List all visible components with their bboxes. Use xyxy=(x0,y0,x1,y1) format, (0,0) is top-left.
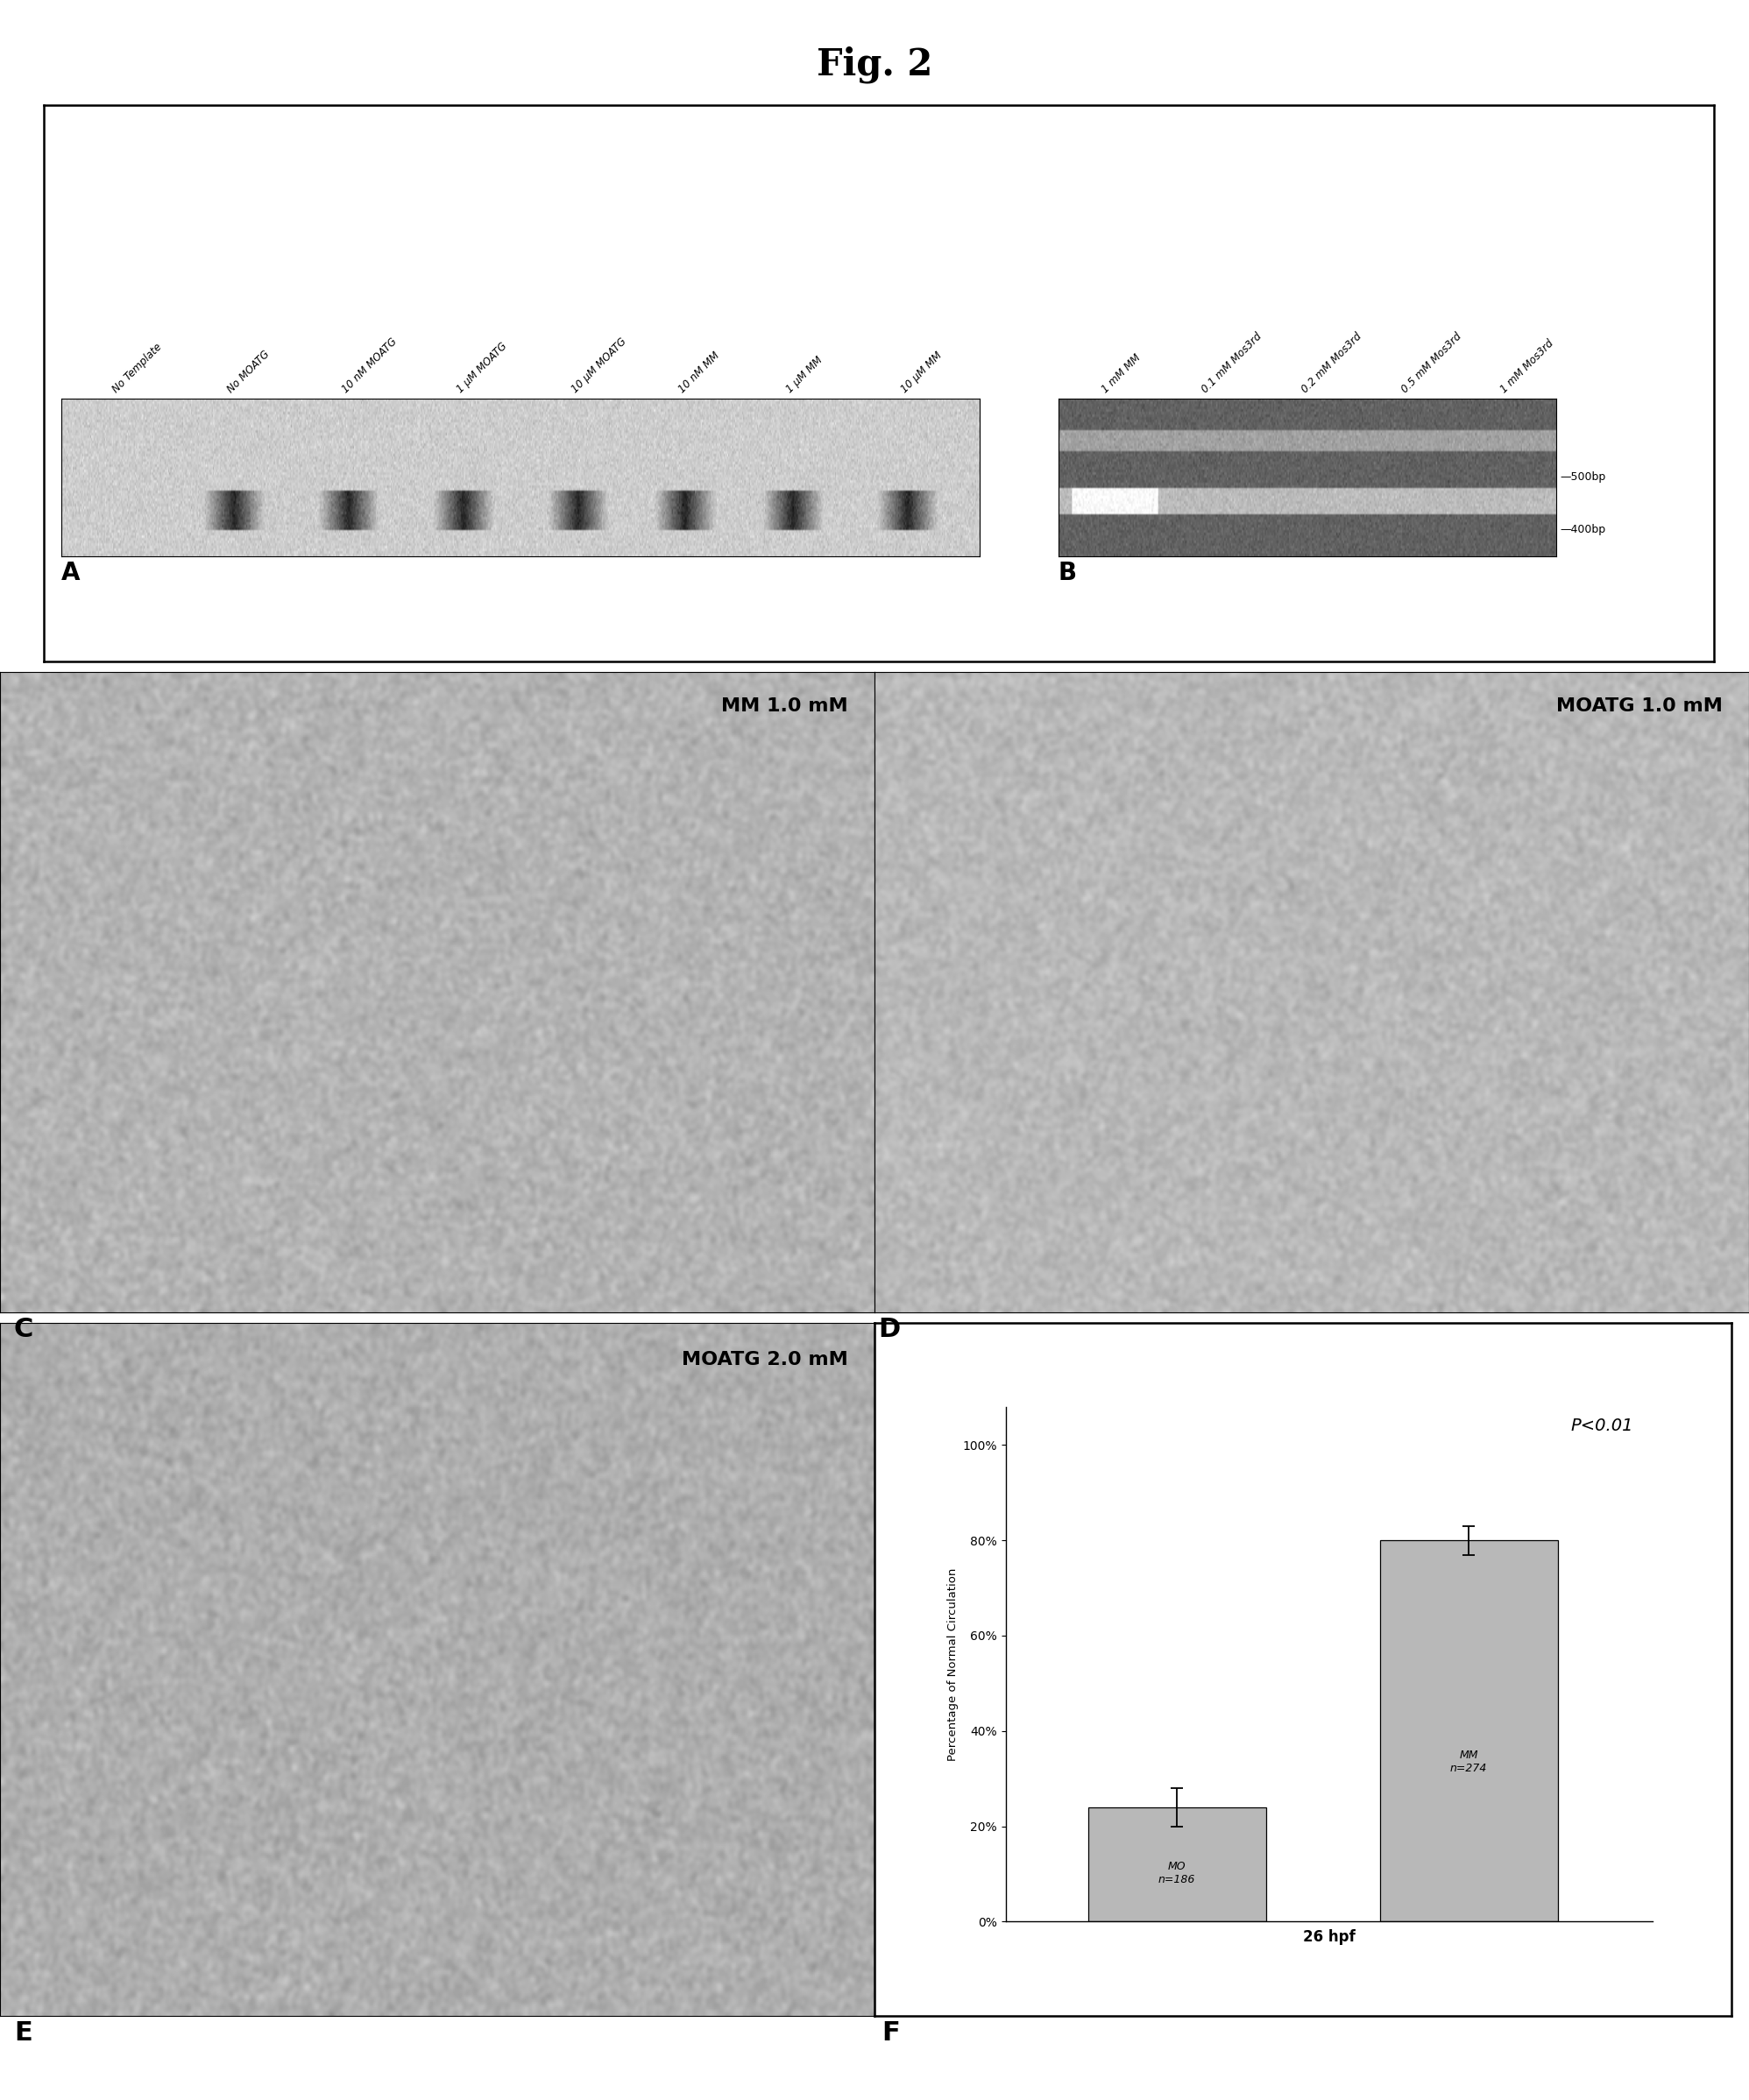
Text: 10 μM MM: 10 μM MM xyxy=(899,349,944,395)
Text: E: E xyxy=(14,2020,31,2045)
Text: —400bp: —400bp xyxy=(1560,523,1606,536)
Text: 1 mM MM: 1 mM MM xyxy=(1100,351,1144,395)
Y-axis label: Percentage of Normal Circulation: Percentage of Normal Circulation xyxy=(948,1569,958,1760)
Text: 10 nM MOATG: 10 nM MOATG xyxy=(339,336,399,395)
Text: 10 μM MOATG: 10 μM MOATG xyxy=(570,336,630,395)
Bar xyxy=(1380,1541,1558,1922)
Text: —500bp: —500bp xyxy=(1560,470,1606,483)
Text: 10 nM MM: 10 nM MM xyxy=(677,349,722,395)
Text: MOATG 1.0 mM: MOATG 1.0 mM xyxy=(1557,697,1723,716)
Text: 0.1 mM Mos3rd: 0.1 mM Mos3rd xyxy=(1200,330,1265,395)
Text: B: B xyxy=(1058,561,1077,586)
Text: F: F xyxy=(881,2020,899,2045)
Text: MOATG 2.0 mM: MOATG 2.0 mM xyxy=(682,1350,848,1369)
Text: 1 μM MOATG: 1 μM MOATG xyxy=(455,340,509,395)
Text: C: C xyxy=(14,1317,33,1342)
Text: MM
n=274: MM n=274 xyxy=(1450,1749,1487,1774)
Text: No MOATG: No MOATG xyxy=(226,349,273,395)
Text: MM 1.0 mM: MM 1.0 mM xyxy=(722,697,848,716)
Text: P<0.01: P<0.01 xyxy=(1571,1418,1634,1434)
Text: 1 μM MM: 1 μM MM xyxy=(784,355,826,395)
Text: 0.2 mM Mos3rd: 0.2 mM Mos3rd xyxy=(1300,330,1364,395)
Text: MO
n=186: MO n=186 xyxy=(1158,1861,1196,1886)
Text: 1 mM Mos3rd: 1 mM Mos3rd xyxy=(1499,338,1557,395)
Text: No Template: No Template xyxy=(110,340,164,395)
Text: 0.5 mM Mos3rd: 0.5 mM Mos3rd xyxy=(1399,330,1464,395)
X-axis label: 26 hpf: 26 hpf xyxy=(1303,1928,1355,1945)
Text: Fig. 2: Fig. 2 xyxy=(817,46,932,84)
Text: D: D xyxy=(878,1317,901,1342)
Bar xyxy=(1088,1808,1266,1922)
Text: A: A xyxy=(61,561,80,586)
